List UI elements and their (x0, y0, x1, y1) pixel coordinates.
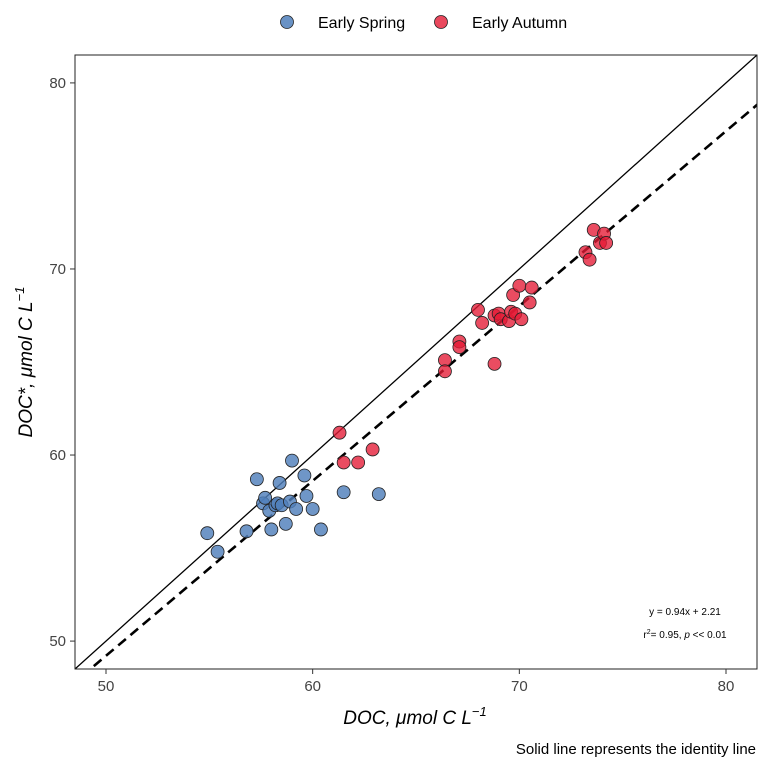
x-axis-title-main: DOC, μmol C L (343, 708, 472, 729)
data-point-early-spring (299, 489, 314, 503)
regression-equation: y = 0.94x + 2.21 (649, 607, 721, 618)
data-point-early-spring (264, 522, 279, 537)
data-point-early-spring (272, 476, 287, 490)
data-point-early-autumn (599, 236, 614, 250)
plot-border (74, 54, 758, 670)
data-point-early-spring (278, 516, 293, 531)
data-point-early-autumn (582, 252, 597, 267)
r2-value: = 0.95, (651, 630, 685, 641)
data-point-early-autumn (487, 356, 502, 371)
p-symbol: p (683, 630, 690, 641)
y-axis-title-sup: −1 (12, 287, 27, 302)
data-point-early-spring (297, 468, 312, 483)
data-point-early-autumn (452, 340, 467, 355)
data-point-early-autumn (471, 303, 485, 317)
data-point-early-spring (336, 485, 351, 500)
y-tick-label: 50 (49, 633, 66, 650)
x-tick-label: 50 (98, 678, 115, 695)
data-point-early-spring (258, 490, 273, 505)
r2-sup: 2 (647, 629, 651, 636)
y-axis-title: DOC*, μmol C L−1 (12, 287, 37, 438)
data-point-early-autumn (351, 455, 366, 470)
data-point-early-spring (285, 453, 299, 468)
data-point-early-autumn (365, 442, 380, 457)
data-point-early-autumn (524, 280, 539, 295)
y-axis: 50 60 70 80 (49, 75, 75, 650)
data-point-early-autumn (522, 295, 537, 310)
data-point-early-autumn (332, 425, 347, 440)
legend-label-early-spring: Early Spring (318, 15, 405, 32)
data-point-early-autumn (475, 316, 490, 330)
p-value: << 0.01 (690, 630, 727, 641)
y-tick-label: 70 (49, 261, 66, 278)
x-tick-label: 60 (304, 678, 321, 695)
chart-caption: Solid line represents the identity line (516, 741, 756, 758)
legend-marker-early-autumn (434, 15, 448, 29)
y-tick-label: 60 (49, 447, 66, 464)
x-axis-title: DOC, μmol C L−1 (343, 704, 486, 729)
legend-label-early-autumn: Early Autumn (472, 15, 567, 32)
data-point-early-spring (371, 487, 386, 502)
data-point-early-spring (239, 524, 254, 539)
legend-marker-early-spring (280, 15, 294, 29)
data-point-early-spring (249, 472, 264, 487)
data-point-early-spring (314, 522, 328, 537)
x-tick-label: 70 (511, 678, 528, 695)
x-tick-label: 80 (718, 678, 735, 695)
y-axis-title-main: DOC*, μmol C L (16, 301, 37, 437)
data-point-early-spring (200, 526, 215, 541)
data-point-early-autumn (438, 364, 452, 379)
data-points (200, 222, 614, 559)
data-point-early-autumn (512, 278, 527, 293)
data-point-early-spring (305, 502, 320, 516)
x-axis-title-sup: −1 (472, 704, 487, 719)
y-tick-label: 80 (49, 75, 66, 92)
data-point-early-autumn (514, 312, 529, 327)
data-point-early-spring (289, 502, 304, 516)
legend: Early Spring Early Autumn (280, 15, 567, 32)
r2-prefix: r (643, 630, 647, 641)
x-axis: 50 60 70 80 (98, 669, 735, 695)
data-point-early-spring (210, 544, 225, 559)
regression-stats: r2= 0.95, p << 0.01 (643, 629, 727, 641)
data-point-early-autumn (336, 455, 351, 470)
regression-line (88, 103, 757, 669)
